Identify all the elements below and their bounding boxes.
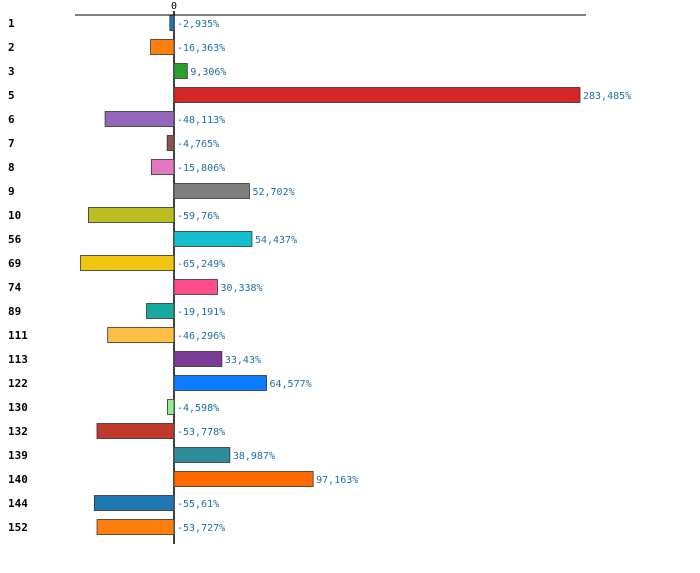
- category-label: 130: [8, 401, 28, 414]
- bar: [173, 231, 253, 247]
- bar: [150, 159, 175, 175]
- bar: [80, 255, 175, 271]
- category-label: 144: [8, 497, 28, 510]
- value-label: -53,778%: [177, 427, 225, 438]
- bar: [104, 111, 175, 127]
- bar: [173, 63, 188, 79]
- category-label: 5: [8, 89, 15, 102]
- value-label: -15,806%: [177, 163, 225, 174]
- value-label: -19,191%: [177, 307, 225, 318]
- bar: [167, 399, 175, 415]
- category-label: 74: [8, 281, 22, 294]
- value-label: 30,338%: [220, 283, 262, 294]
- value-label: -2,935%: [177, 19, 219, 30]
- value-label: 52,702%: [252, 187, 294, 198]
- bar: [166, 135, 175, 151]
- zero-tick-label: 0: [171, 1, 177, 12]
- bar: [96, 519, 175, 535]
- category-label: 3: [8, 65, 15, 78]
- category-label: 56: [8, 233, 22, 246]
- value-label: 9,306%: [190, 67, 226, 78]
- category-label: 113: [8, 353, 28, 366]
- category-label: 140: [8, 473, 28, 486]
- bar: [173, 471, 314, 487]
- value-label: 283,485%: [583, 91, 631, 102]
- bar: [173, 183, 250, 199]
- value-label: -55,61%: [177, 499, 219, 510]
- bar: [173, 279, 218, 295]
- bar: [107, 327, 175, 343]
- category-label: 7: [8, 137, 15, 150]
- value-label: -4,598%: [177, 403, 219, 414]
- category-label: 69: [8, 257, 21, 270]
- bar: [173, 351, 223, 367]
- bar: [88, 207, 175, 223]
- value-label: 54,437%: [255, 235, 297, 246]
- value-label: -59,76%: [177, 211, 219, 222]
- value-label: 38,987%: [233, 451, 275, 462]
- value-label: -48,113%: [177, 115, 225, 126]
- bars-layer: 1 -2,935% 2 -16,363% 3 9,306% 5 283,485% 6 -48,11…: [8, 15, 631, 535]
- value-label: -16,363%: [177, 43, 225, 54]
- bar: [146, 303, 175, 319]
- category-label: 10: [8, 209, 21, 222]
- value-label: 64,577%: [269, 379, 311, 390]
- value-label: -65,249%: [177, 259, 225, 270]
- bar: [169, 15, 175, 31]
- value-label: 33,43%: [225, 355, 261, 366]
- bar: [173, 447, 231, 463]
- category-label: 89: [8, 305, 21, 318]
- category-label: 139: [8, 449, 28, 462]
- value-label: -4,765%: [177, 139, 219, 150]
- value-label: 97,163%: [316, 475, 358, 486]
- bar: [96, 423, 175, 439]
- bar: [173, 87, 581, 103]
- bar: [173, 375, 267, 391]
- category-label: 6: [8, 113, 15, 126]
- category-label: 122: [8, 377, 28, 390]
- category-label: 8: [8, 161, 15, 174]
- category-label: 132: [8, 425, 28, 438]
- category-label: 2: [8, 41, 15, 54]
- value-label: -53,727%: [177, 523, 225, 534]
- bar: [150, 39, 175, 55]
- category-label: 111: [8, 329, 28, 342]
- bar: [93, 495, 175, 511]
- category-label: 152: [8, 521, 28, 534]
- value-label: -46,296%: [177, 331, 225, 342]
- category-label: 1: [8, 17, 15, 30]
- category-label: 9: [8, 185, 15, 198]
